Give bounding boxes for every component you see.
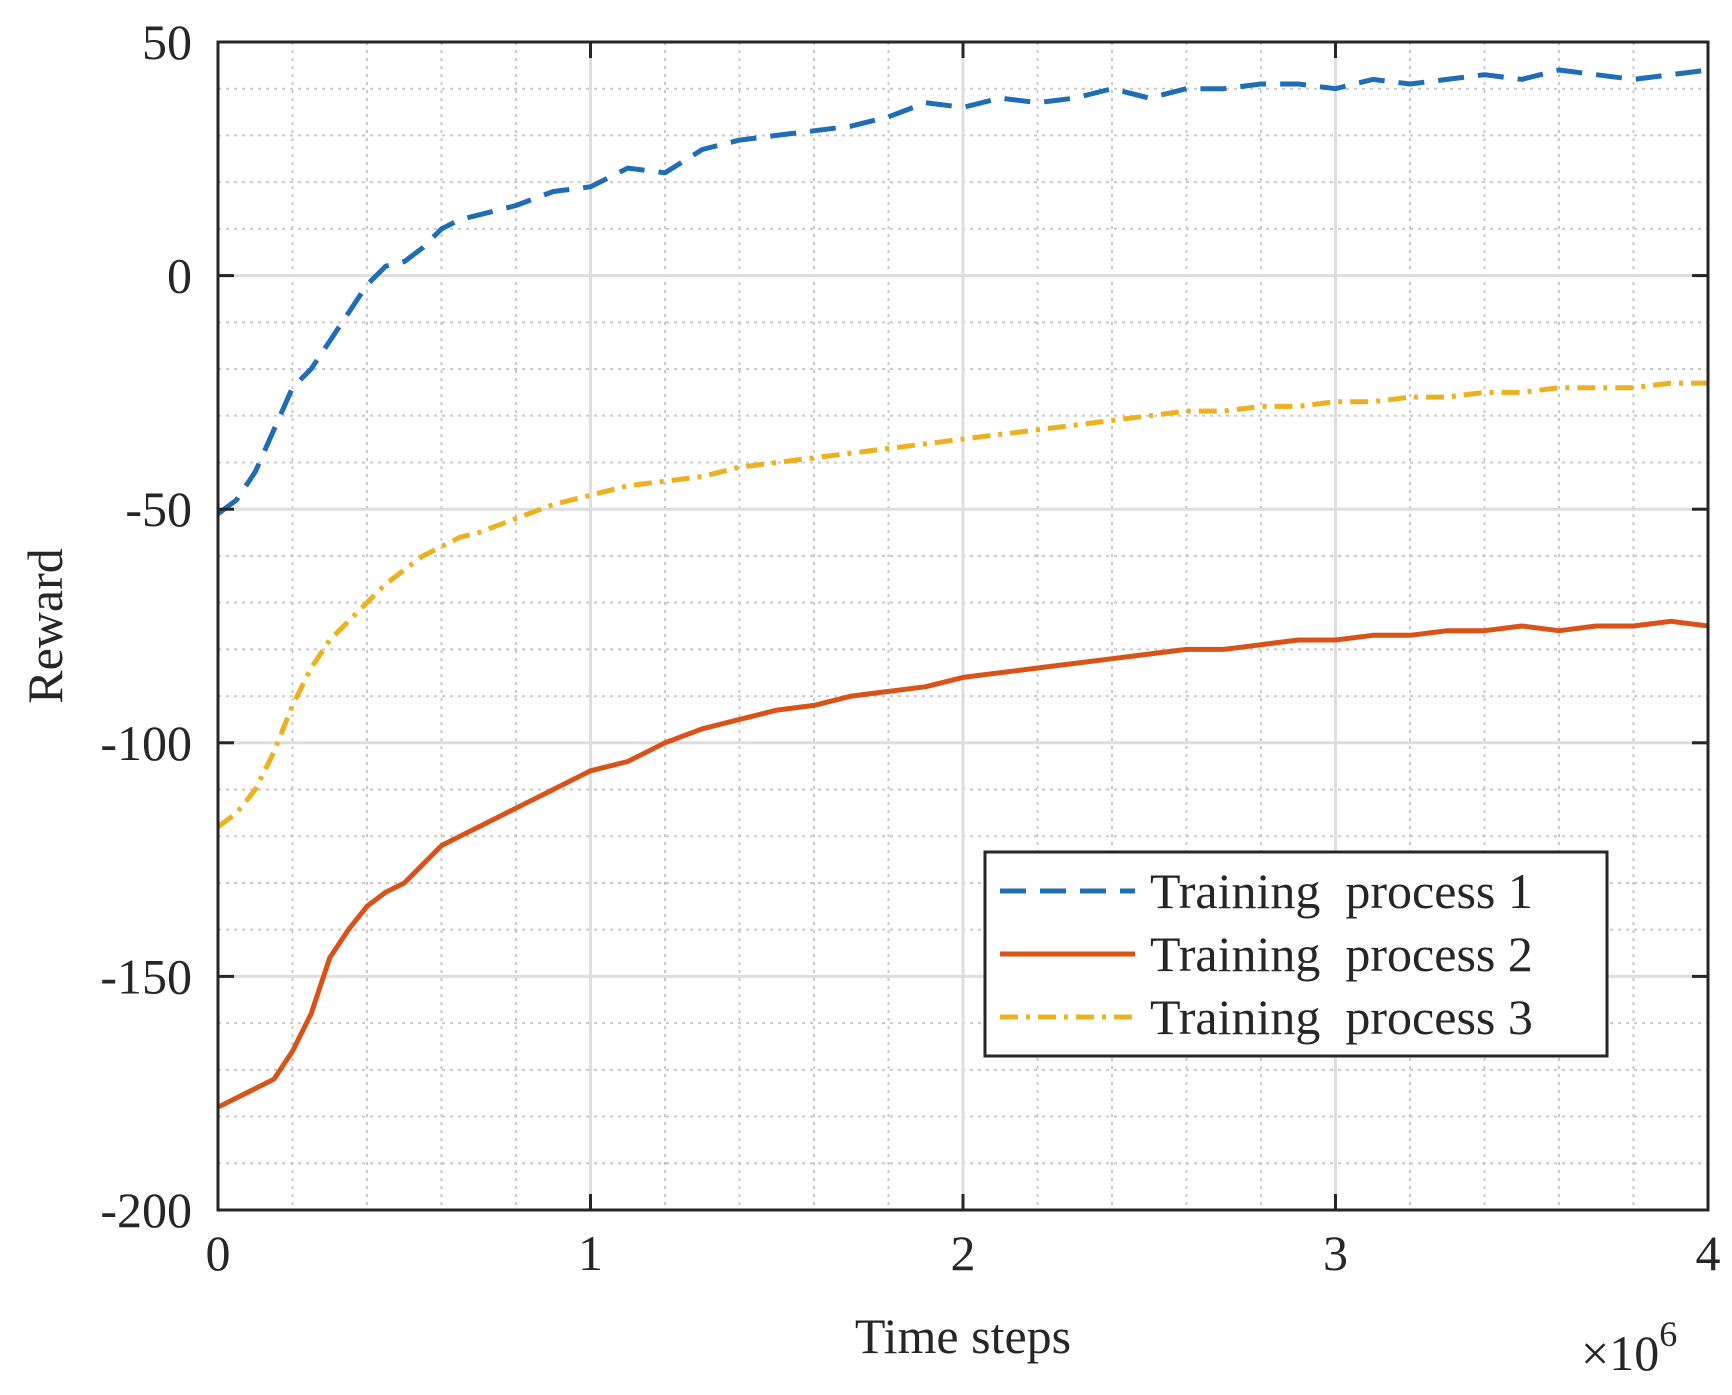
series-line-1 [216, 67, 1709, 516]
legend-label-3: Training process 3 [1150, 989, 1533, 1045]
x-tick-label: 3 [1323, 1225, 1348, 1281]
x-tick-label: 0 [206, 1225, 231, 1281]
series-layer [216, 67, 1709, 1110]
y-axis-label: Reward [17, 548, 73, 704]
tick-labels: 0 1 2 3 4 -200 -150 -100 -50 0 50 [100, 14, 1720, 1281]
legend: Training process 1 Training process 2 Trai… [983, 850, 1609, 1058]
y-tick-label: -150 [100, 948, 192, 1004]
x-exponent-base: ×10 [1581, 1325, 1659, 1381]
series-line-3 [216, 380, 1708, 829]
x-exponent: ×106 [1581, 1314, 1677, 1381]
y-tick-label: -200 [100, 1182, 192, 1238]
x-tick-label: 4 [1696, 1225, 1721, 1281]
legend-label-2: Training process 2 [1150, 926, 1533, 982]
legend-entries: Training process 1 Training process 2 Trai… [1000, 863, 1533, 1045]
y-tick-label: 50 [142, 14, 192, 70]
x-tick-label: 1 [578, 1225, 603, 1281]
y-tick-label: -50 [125, 481, 192, 537]
y-tick-label: -100 [100, 715, 192, 771]
legend-label-1: Training process 1 [1150, 863, 1533, 919]
axis-ticks [216, 40, 1710, 1212]
x-tick-label: 2 [951, 1225, 976, 1281]
x-axis-label: Time steps [855, 1308, 1071, 1364]
series-line-2 [216, 618, 1709, 1110]
x-exponent-power: 6 [1659, 1314, 1677, 1354]
y-tick-label: 0 [167, 248, 192, 304]
